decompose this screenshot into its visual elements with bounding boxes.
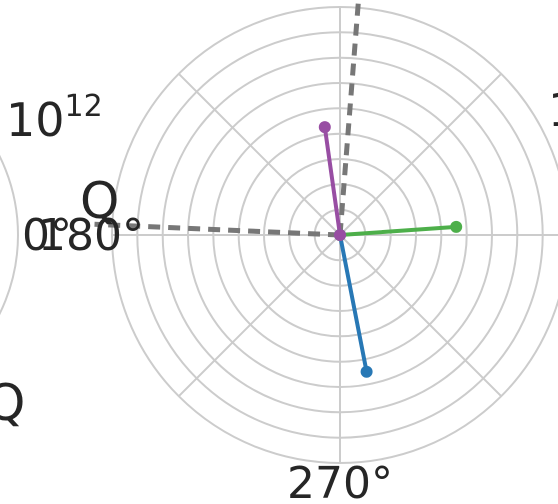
reference-lines [94,0,362,238]
series-line [338,233,369,374]
angle-label-180: 180° [38,210,144,261]
angle-label-0: 0° [22,210,72,261]
angle-label-270: 270° [287,458,393,504]
grid-spoke [178,234,341,397]
grid-spoke [339,234,502,397]
left-panel-circle-arc [0,154,19,316]
series-line [338,224,459,237]
q-axis-label: Q [80,172,119,230]
left-q-label: Q [0,374,25,432]
polar-grid [111,6,558,464]
series-endpoint [360,365,373,378]
series-line [322,125,342,237]
reference-line [94,221,341,238]
series-endpoint [450,220,463,233]
series-origin [334,229,346,241]
grid-spoke [339,73,502,236]
data-series [318,121,463,378]
series-endpoint [318,121,331,134]
exponent-label: 1012 [6,89,103,147]
grid-spoke [178,73,341,236]
reference-line [337,0,362,236]
right-partial-label: 1 [548,83,558,137]
